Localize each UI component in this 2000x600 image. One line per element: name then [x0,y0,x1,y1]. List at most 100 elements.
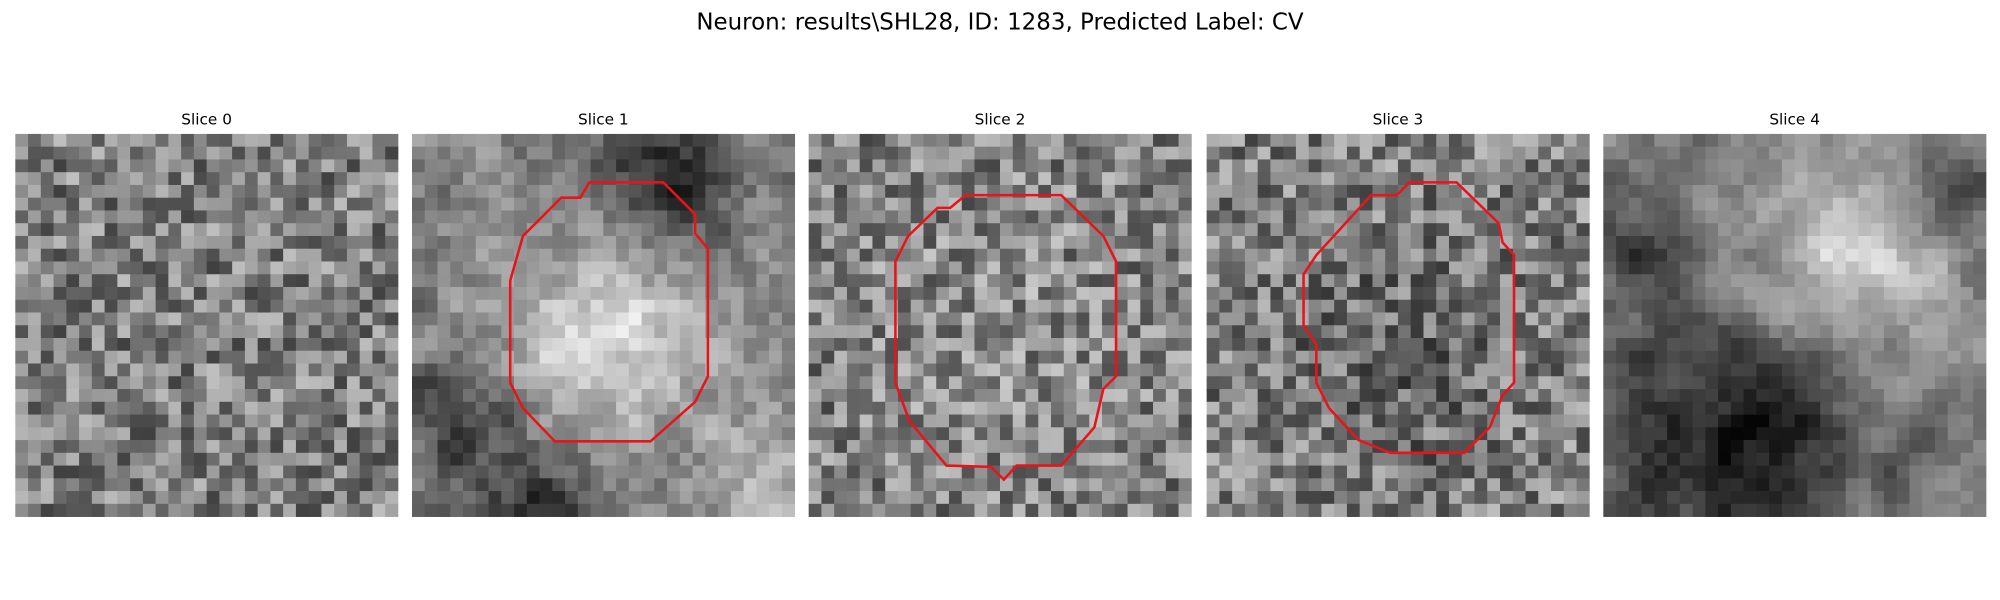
pixel [1947,440,1961,454]
pixel [552,452,566,466]
pixel [1089,159,1103,173]
pixel [475,363,489,377]
pixel [79,172,93,186]
pixel [155,159,169,173]
pixel [104,159,118,173]
pixel [1321,299,1335,313]
pixel [872,491,886,505]
pixel [1270,452,1284,466]
pixel [1334,401,1348,415]
pixel [1165,427,1179,441]
pixel [1909,491,1923,505]
pixel [1820,401,1834,415]
pixel [1654,299,1668,313]
pixel [1436,197,1450,211]
pixel [28,184,42,199]
pixel [411,478,426,492]
pixel [1525,465,1539,479]
pixel [1308,389,1322,403]
pixel [1807,478,1821,492]
pixel [437,350,451,364]
pixel [514,478,528,492]
pixel [974,338,988,352]
pixel [1960,235,1974,250]
pixel [488,133,502,148]
pixel [514,299,528,313]
pixel [463,401,477,415]
pixel [1667,376,1681,390]
pixel [1909,389,1923,403]
pixel [181,363,195,377]
pixel [437,414,451,428]
pixel [1871,338,1885,352]
pixel [117,299,131,313]
pixel [769,389,783,403]
pixel [79,261,93,275]
pixel [987,159,1001,173]
pixel [1718,286,1732,301]
pixel [692,184,706,199]
pixel [1051,503,1065,517]
pixel [1960,210,1974,224]
pixel [628,376,642,390]
pixel [1512,210,1526,224]
pixel [1410,491,1424,505]
pixel [219,338,233,352]
pixel [1219,312,1233,326]
pixel [1692,172,1706,186]
pixel [1832,414,1847,428]
pixel [181,210,195,224]
pixel [40,312,54,326]
pixel [1410,325,1424,339]
pixel [526,389,540,403]
pixel [730,184,745,199]
pixel [181,172,195,186]
pixel [1654,491,1668,505]
pixel [346,312,361,326]
pixel [1794,414,1808,428]
pixel [897,350,912,364]
pixel [155,261,169,275]
pixel [1794,478,1808,492]
pixel [1845,146,1859,160]
pixel [821,299,835,313]
pixel [501,325,515,339]
pixel [321,299,335,313]
pixel [1909,363,1923,377]
pixel [616,389,630,403]
pixel [283,478,297,492]
pixel [1871,401,1885,415]
pixel [859,427,873,441]
pixel [885,159,899,173]
pixel [1000,197,1014,211]
pixel [641,440,655,454]
pixel [692,491,706,505]
pixel [1038,427,1052,441]
pixel [859,478,873,492]
pixel [1525,452,1539,466]
pixel [1308,184,1322,199]
pixel [142,159,156,173]
pixel [1140,210,1154,224]
pixel [1616,223,1630,237]
pixel [1308,401,1322,415]
pixel [1692,274,1706,288]
pixel [142,491,156,505]
pixel [781,491,796,505]
pixel [654,350,668,364]
pixel [1896,172,1910,186]
pixel [1102,325,1116,339]
pixel [1372,491,1386,505]
pixel [53,414,67,428]
pixel [1845,440,1859,454]
pixel [885,133,899,148]
pixel [808,325,822,339]
pixel [565,133,579,148]
pixel [1461,503,1475,517]
pixel [1960,350,1974,364]
pixel [1807,401,1821,415]
pixel [346,274,361,288]
pixel [834,491,848,505]
pixel [270,248,284,262]
pixel [1063,452,1077,466]
